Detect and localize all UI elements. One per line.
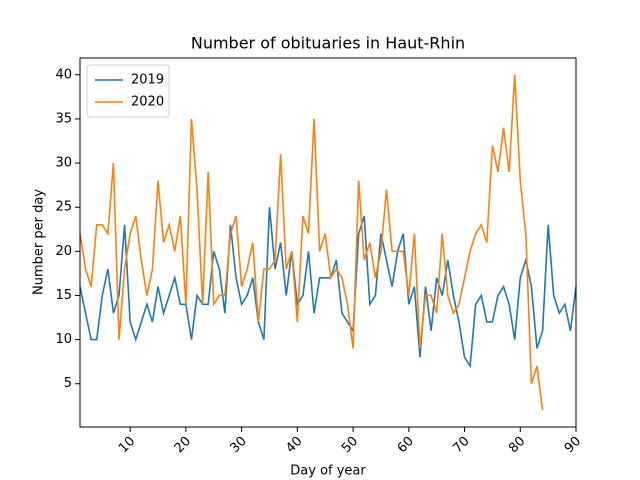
line-series (79, 74, 544, 411)
x-tick-label: 90 (562, 434, 584, 456)
y-tick-label: 40 (55, 67, 72, 82)
legend-label: 2019 (131, 73, 164, 88)
legend-label: 2020 (131, 95, 164, 110)
x-tick-label: 20 (172, 434, 194, 456)
x-tick-label: 30 (227, 434, 249, 456)
x-tick-label: 50 (339, 434, 361, 456)
y-tick-label: 25 (55, 200, 72, 215)
x-tick-label: 60 (395, 434, 417, 456)
y-tick-label: 35 (55, 111, 72, 126)
line-series (79, 207, 577, 369)
y-tick-label: 10 (55, 332, 72, 347)
x-axis-label: Day of year (290, 464, 366, 479)
x-tick-label: 10 (116, 434, 138, 456)
plot-frame (79, 57, 577, 428)
legend-box (86, 64, 170, 118)
x-tick-label: 70 (450, 434, 472, 456)
chart-title: Number of obituaries in Haut-Rhin (191, 34, 465, 53)
y-axis-label: Number per day (32, 189, 47, 295)
y-tick-label: 30 (55, 156, 72, 171)
y-tick-label: 5 (64, 376, 72, 391)
x-tick-label: 40 (283, 434, 305, 456)
y-tick-label: 20 (55, 244, 72, 259)
y-tick-label: 15 (55, 288, 72, 303)
x-tick-label: 80 (506, 434, 528, 456)
